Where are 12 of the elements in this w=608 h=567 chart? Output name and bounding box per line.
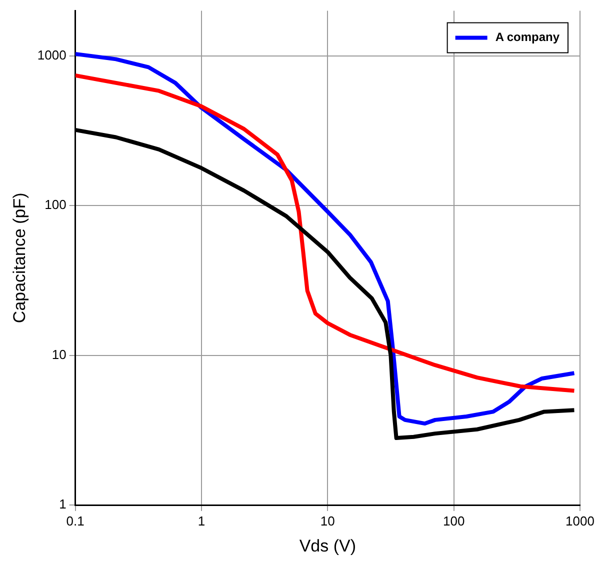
y-tick-label: 10 (52, 346, 66, 362)
y-axis-title: Capacitance (pF) (10, 192, 29, 324)
y-tick-label: 1 (59, 496, 66, 512)
x-tick-label: 0.1 (66, 513, 84, 528)
x-tick-label: 1000 (566, 513, 594, 528)
legend-label: A company (495, 30, 560, 44)
x-tick-label: 100 (442, 513, 465, 528)
y-tick-label: 100 (44, 197, 66, 212)
y-tick-label: 1000 (37, 47, 66, 62)
x-axis-title: Vds (V) (299, 536, 356, 556)
x-tick-label: 1 (198, 513, 206, 528)
x-tick-label: 10 (320, 513, 335, 528)
